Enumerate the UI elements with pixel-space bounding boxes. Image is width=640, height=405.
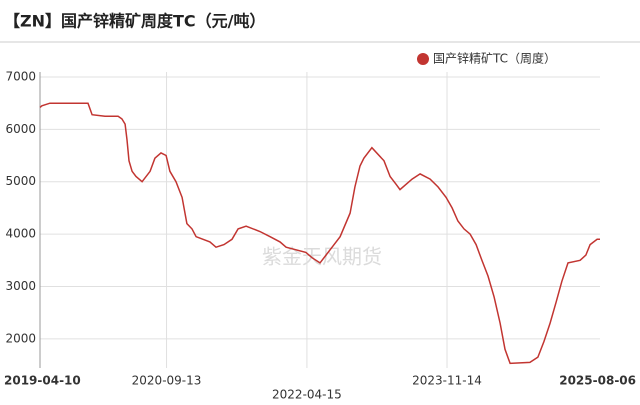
- x-tick-label: 2020-09-13: [132, 374, 202, 388]
- x-tick-label: 2023-11-14: [412, 374, 482, 388]
- x-tick-label: 2025-08-06: [559, 374, 636, 388]
- legend-marker: [417, 53, 429, 65]
- watermark: 紫金天风期货: [262, 245, 382, 269]
- y-tick-label: 7000: [5, 70, 36, 84]
- y-tick-label: 3000: [5, 279, 36, 293]
- y-tick-label: 2000: [5, 331, 36, 345]
- x-tick-label: 2019-04-10: [4, 374, 81, 388]
- series-line: [39, 102, 600, 365]
- chart-title: 【ZN】国产锌精矿周度TC（元/吨）: [4, 12, 266, 31]
- legend-label: 国产锌精矿TC（周度）: [433, 51, 556, 66]
- y-tick-label: 6000: [5, 122, 36, 136]
- x-tick-label: 2022-04-15: [272, 388, 342, 402]
- y-tick-label: 4000: [5, 227, 36, 241]
- y-tick-label: 5000: [5, 174, 36, 188]
